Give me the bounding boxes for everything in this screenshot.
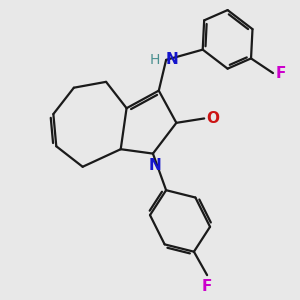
Text: N: N <box>166 52 179 68</box>
Text: H: H <box>149 53 160 67</box>
Text: F: F <box>202 279 212 294</box>
Text: F: F <box>275 66 286 81</box>
Text: N: N <box>148 158 161 173</box>
Text: O: O <box>206 111 220 126</box>
